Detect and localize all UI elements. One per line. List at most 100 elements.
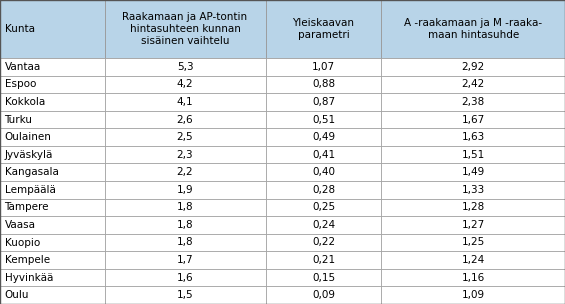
Text: Kangasala: Kangasala (5, 167, 58, 177)
Bar (381, 251, 565, 269)
Text: 2,2: 2,2 (177, 167, 193, 177)
Bar (381, 234, 565, 251)
Bar (105, 286, 266, 304)
Bar (266, 286, 381, 304)
Text: 0,51: 0,51 (312, 115, 335, 125)
Bar (381, 93, 565, 111)
Text: 1,8: 1,8 (177, 237, 193, 247)
Bar (0, 216, 105, 234)
Text: 1,09: 1,09 (462, 290, 485, 300)
Text: Kokkola: Kokkola (5, 97, 45, 107)
Bar (266, 164, 381, 181)
Text: Kempele: Kempele (5, 255, 50, 265)
Bar (381, 111, 565, 128)
Text: 4,1: 4,1 (177, 97, 193, 107)
Text: 0,88: 0,88 (312, 79, 335, 89)
Bar (381, 76, 565, 93)
Bar (105, 234, 266, 251)
Bar (381, 164, 565, 181)
Text: 2,38: 2,38 (462, 97, 485, 107)
Bar (105, 251, 266, 269)
Bar (0, 76, 105, 93)
Bar (266, 251, 381, 269)
Text: Vaasa: Vaasa (5, 220, 36, 230)
Text: 2,42: 2,42 (462, 79, 485, 89)
Bar (105, 76, 266, 93)
Bar (381, 146, 565, 164)
Text: 0,49: 0,49 (312, 132, 335, 142)
Text: A -raakamaan ja M -raaka-
maan hintasuhde: A -raakamaan ja M -raaka- maan hintasuhd… (404, 18, 542, 40)
Bar (105, 216, 266, 234)
Text: Espoo: Espoo (5, 79, 36, 89)
Text: 1,7: 1,7 (177, 255, 193, 265)
Text: Raakamaan ja AP-tontin
hintasuhteen kunnan
sisäinen vaihtelu: Raakamaan ja AP-tontin hintasuhteen kunn… (123, 12, 247, 47)
Bar (105, 93, 266, 111)
Bar (266, 128, 381, 146)
Text: 1,33: 1,33 (462, 185, 485, 195)
Bar (0, 269, 105, 286)
Text: 2,92: 2,92 (462, 62, 485, 72)
Bar (266, 146, 381, 164)
Bar (0, 111, 105, 128)
Text: 0,09: 0,09 (312, 290, 335, 300)
Bar (105, 146, 266, 164)
Bar (0, 251, 105, 269)
Text: Jyväskylä: Jyväskylä (5, 150, 53, 160)
Bar (0, 234, 105, 251)
Text: 0,15: 0,15 (312, 273, 335, 283)
Text: Oulainen: Oulainen (5, 132, 51, 142)
Bar (105, 269, 266, 286)
Text: 4,2: 4,2 (177, 79, 193, 89)
Text: Kunta: Kunta (5, 24, 34, 34)
Text: 1,8: 1,8 (177, 220, 193, 230)
Text: Lempäälä: Lempäälä (5, 185, 55, 195)
Bar (266, 111, 381, 128)
Bar (266, 181, 381, 199)
Text: 2,6: 2,6 (177, 115, 193, 125)
Bar (381, 269, 565, 286)
Text: 1,07: 1,07 (312, 62, 335, 72)
Text: 1,9: 1,9 (177, 185, 193, 195)
Text: 1,24: 1,24 (462, 255, 485, 265)
Bar (105, 199, 266, 216)
Bar (381, 0, 565, 58)
Text: 2,3: 2,3 (177, 150, 193, 160)
Bar (381, 58, 565, 76)
Bar (105, 164, 266, 181)
Bar (0, 146, 105, 164)
Text: Yleiskaavan
parametri: Yleiskaavan parametri (293, 18, 354, 40)
Text: 1,16: 1,16 (462, 273, 485, 283)
Text: 1,27: 1,27 (462, 220, 485, 230)
Bar (0, 93, 105, 111)
Bar (266, 234, 381, 251)
Bar (266, 199, 381, 216)
Bar (0, 199, 105, 216)
Text: 1,63: 1,63 (462, 132, 485, 142)
Bar (0, 58, 105, 76)
Bar (105, 128, 266, 146)
Bar (105, 58, 266, 76)
Bar (105, 111, 266, 128)
Text: 0,40: 0,40 (312, 167, 335, 177)
Text: 0,28: 0,28 (312, 185, 335, 195)
Bar (0, 0, 105, 58)
Text: Tampere: Tampere (5, 202, 49, 212)
Text: 0,22: 0,22 (312, 237, 335, 247)
Text: 1,49: 1,49 (462, 167, 485, 177)
Text: 0,25: 0,25 (312, 202, 335, 212)
Text: 0,21: 0,21 (312, 255, 335, 265)
Bar (381, 216, 565, 234)
Text: Kuopio: Kuopio (5, 237, 40, 247)
Text: 1,25: 1,25 (462, 237, 485, 247)
Bar (0, 164, 105, 181)
Bar (266, 0, 381, 58)
Text: 1,51: 1,51 (462, 150, 485, 160)
Text: 1,28: 1,28 (462, 202, 485, 212)
Text: 5,3: 5,3 (177, 62, 193, 72)
Text: Hyvinkää: Hyvinkää (5, 273, 53, 283)
Text: 1,67: 1,67 (462, 115, 485, 125)
Bar (266, 269, 381, 286)
Bar (0, 286, 105, 304)
Text: Oulu: Oulu (5, 290, 29, 300)
Bar (381, 286, 565, 304)
